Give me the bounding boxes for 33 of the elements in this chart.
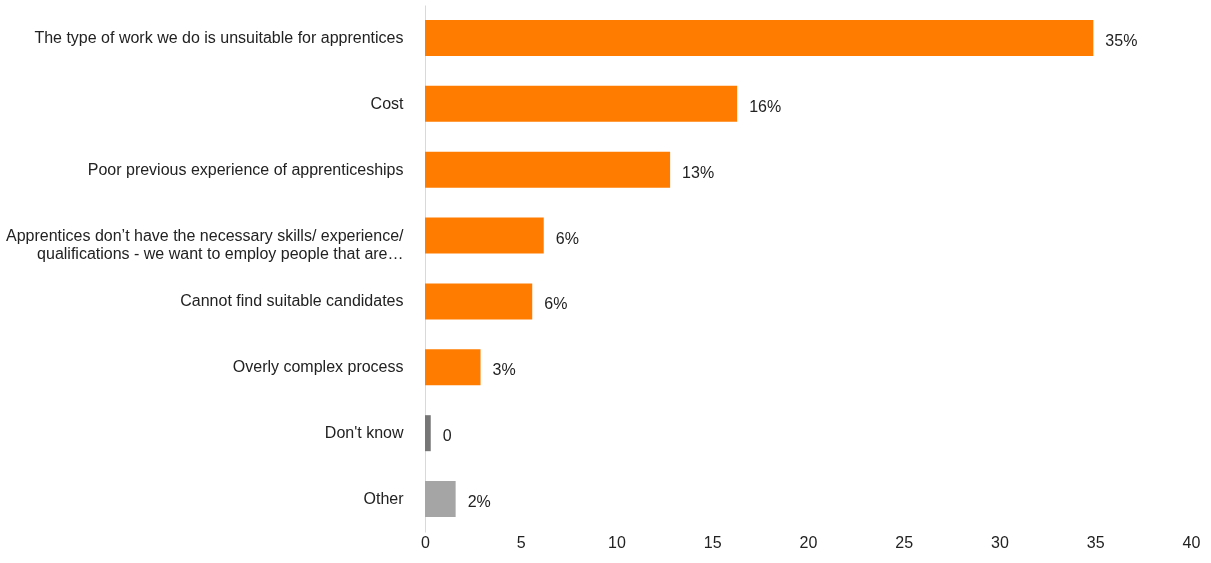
bar — [425, 151, 671, 188]
data-label: 6% — [555, 229, 579, 247]
bar — [425, 19, 1094, 56]
bar — [425, 415, 431, 452]
x-tick-label: 30 — [991, 533, 1009, 551]
bar — [425, 283, 533, 320]
x-tick-label: 25 — [895, 533, 914, 551]
y-tick-label: Don't know — [324, 424, 404, 442]
bar — [425, 85, 738, 122]
x-tick-label: 0 — [421, 533, 431, 551]
x-tick-label: 20 — [799, 533, 818, 551]
data-label: 13% — [682, 163, 715, 181]
x-tick-label: 40 — [1182, 533, 1201, 551]
x-tick-label: 15 — [703, 533, 722, 551]
y-tick-label: Apprentices don’t have the necessary skills/ experience/ qualifications - we want to employ people that are… — [5, 226, 405, 262]
y-tick-label: Cost — [370, 94, 405, 112]
y-tick-label: Poor previous experience of apprenticeships — [87, 160, 404, 178]
data-label: 16% — [749, 97, 782, 115]
y-tick-label: Other — [363, 490, 405, 508]
bar — [425, 349, 481, 386]
data-label: 0 — [442, 427, 452, 445]
x-tick-label: 5 — [516, 533, 526, 551]
y-tick-label: Cannot find suitable candidates — [180, 292, 404, 310]
x-tick-label: 10 — [608, 533, 626, 551]
data-label: 2% — [467, 493, 491, 511]
y-tick-label: The type of work we do is unsuitable for apprentices — [34, 28, 404, 46]
data-label: 35% — [1105, 31, 1138, 49]
bar — [425, 481, 456, 518]
data-label: 3% — [492, 361, 516, 379]
bar — [425, 217, 544, 254]
data-label: 6% — [544, 295, 568, 313]
x-tick-label: 35 — [1086, 533, 1105, 551]
y-tick-label: Overly complex process — [232, 358, 404, 376]
